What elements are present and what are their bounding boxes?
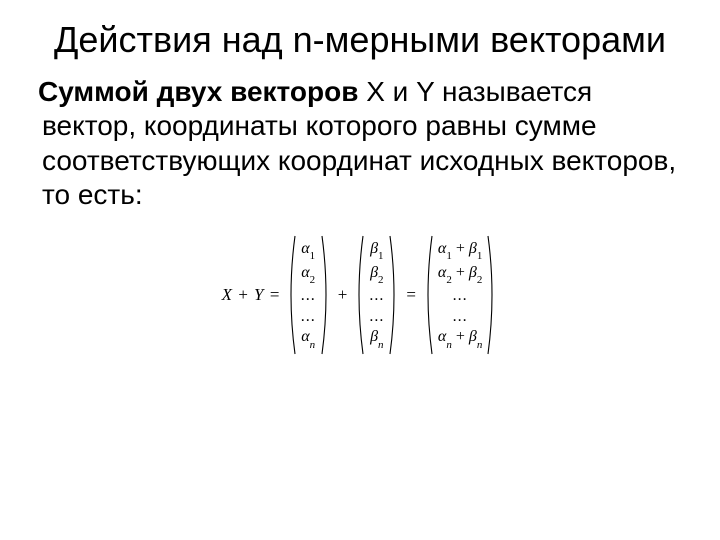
vector-entry: β1 <box>370 241 383 260</box>
vector-entry: α1 + β1 <box>438 241 482 260</box>
paren-left-icon <box>353 234 365 356</box>
vector-y-entries: β1 β2 ... ... βn <box>365 239 388 351</box>
vector-entry: ... <box>301 309 316 325</box>
plus-operator: + <box>336 285 350 305</box>
paren-left-icon <box>422 234 434 356</box>
vector-x-entries: α1 α2 ... ... αn <box>297 239 320 351</box>
vector-y: β1 β2 ... ... βn <box>353 234 400 356</box>
vector-entry: α2 <box>301 265 315 284</box>
vector-entry: ... <box>369 288 384 304</box>
vector-sum: α1 + β1 α2 + β2 ... ... αn + βn <box>422 234 498 356</box>
vector-entry: αn <box>301 329 315 348</box>
term-bold: Суммой двух векторов <box>38 76 358 107</box>
vector-entry: α1 <box>301 241 315 260</box>
formula-lhs: X + Y = <box>222 285 281 305</box>
vector-entry: ... <box>453 309 468 325</box>
vector-entry: ... <box>369 309 384 325</box>
paren-right-icon <box>486 234 498 356</box>
paren-right-icon <box>320 234 332 356</box>
definition-paragraph: Суммой двух векторов X и Y называется ве… <box>38 75 682 212</box>
vector-x: α1 α2 ... ... αn <box>285 234 332 356</box>
slide-title: Действия над n-мерными векторами <box>38 18 682 61</box>
vector-entry: αn + βn <box>438 329 482 348</box>
vector-entry: ... <box>453 288 468 304</box>
vector-entry: α2 + β2 <box>438 265 482 284</box>
vector-sum-entries: α1 + β1 α2 + β2 ... ... αn + βn <box>434 239 486 351</box>
paren-left-icon <box>285 234 297 356</box>
equals-operator: = <box>404 285 418 305</box>
vector-entry: β2 <box>370 265 383 284</box>
formula: X + Y = α1 α2 ... ... αn + <box>38 234 682 356</box>
vector-entry: βn <box>370 329 383 348</box>
vector-entry: ... <box>301 288 316 304</box>
paren-right-icon <box>388 234 400 356</box>
